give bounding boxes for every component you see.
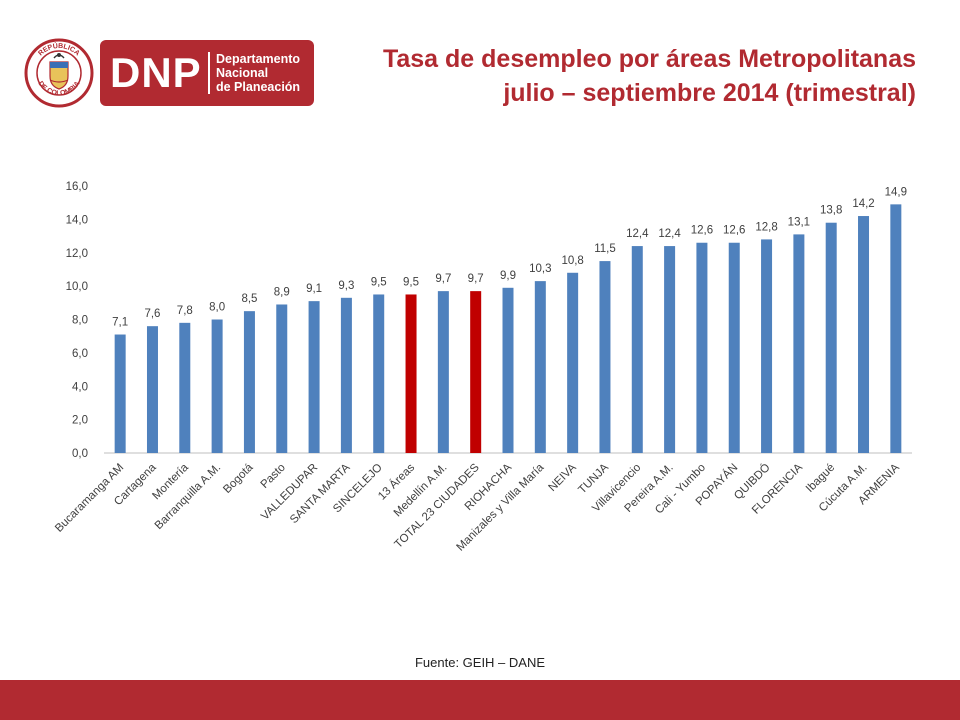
- y-tick-label: 8,0: [72, 315, 88, 327]
- bar-value-label: 10,8: [561, 255, 583, 267]
- page-title: Tasa de desempleo por áreas Metropolitan…: [383, 42, 916, 110]
- footer-bar: [0, 680, 960, 720]
- bar: [179, 322, 191, 453]
- bar: [534, 281, 546, 453]
- source-note: Fuente: GEIH – DANE: [414, 655, 546, 670]
- bar-value-label: 14,2: [852, 198, 874, 210]
- dnp-name-line-3: de Planeación: [216, 80, 301, 94]
- bar-value-label: 10,3: [529, 263, 551, 275]
- dnp-full-name: Departamento Nacional de Planeación: [216, 52, 312, 94]
- bar-value-label: 9,9: [500, 270, 516, 282]
- bar: [761, 239, 773, 453]
- bar-value-label: 11,5: [594, 243, 616, 255]
- bar-value-label: 7,8: [177, 305, 193, 317]
- bar-value-label: 9,1: [306, 283, 322, 295]
- x-tick-label: Bogotá: [221, 461, 256, 496]
- bar-value-label: 8,5: [241, 293, 257, 305]
- x-tick-label: NEIVA: [546, 461, 579, 494]
- bar-value-label: 8,0: [209, 302, 225, 314]
- bar-value-label: 14,9: [885, 186, 907, 198]
- bar-value-label: 13,8: [820, 205, 842, 217]
- x-tick-label: VALLEDUPAR: [259, 462, 320, 523]
- bar: [502, 287, 514, 453]
- bar-value-label: 12,6: [691, 225, 713, 237]
- bar: [599, 261, 611, 453]
- bar: [276, 304, 288, 453]
- dnp-abbr: DNP: [110, 49, 202, 96]
- bar-value-label: 9,7: [468, 273, 484, 285]
- y-tick-label: 14,0: [66, 214, 88, 226]
- dnp-separator: [208, 52, 210, 94]
- dnp-name-line-1: Departamento: [216, 52, 301, 66]
- bar: [470, 291, 482, 453]
- bar: [308, 301, 320, 453]
- bar: [825, 222, 837, 453]
- bar: [631, 246, 643, 453]
- dnp-name-line-2: Nacional: [216, 66, 269, 80]
- bar: [664, 246, 676, 453]
- y-tick-label: 16,0: [66, 181, 88, 193]
- bar-value-label: 9,3: [338, 280, 354, 292]
- bar: [340, 297, 352, 453]
- bar: [146, 326, 158, 453]
- unemployment-bar-chart: 0,02,04,06,08,010,012,014,016,07,1Bucara…: [53, 181, 912, 554]
- colombia-seal-icon: REPÚBLICA DE COLOMBIA: [24, 38, 94, 108]
- bar-value-label: 12,8: [755, 221, 777, 233]
- bar-value-label: 12,4: [626, 228, 649, 240]
- bar-value-label: 9,5: [403, 276, 419, 288]
- bar-value-label: 8,9: [274, 286, 290, 298]
- y-tick-label: 12,0: [66, 248, 88, 260]
- y-tick-label: 2,0: [72, 415, 88, 427]
- y-tick-label: 0,0: [72, 448, 88, 460]
- bar-value-label: 9,7: [435, 273, 451, 285]
- bar: [211, 319, 223, 453]
- bar-value-label: 13,1: [788, 216, 810, 228]
- y-tick-label: 6,0: [72, 348, 88, 360]
- bar-value-label: 9,5: [371, 276, 387, 288]
- bar: [858, 216, 870, 453]
- bar-value-label: 12,6: [723, 225, 745, 237]
- bar: [567, 272, 579, 453]
- title-line-1: Tasa de desempleo por áreas Metropolitan…: [382, 45, 916, 73]
- bar: [373, 294, 385, 453]
- bar: [728, 242, 740, 453]
- bar: [405, 294, 417, 453]
- x-tick-label: Pasto: [259, 462, 288, 491]
- y-tick-label: 4,0: [72, 381, 88, 393]
- dnp-wordmark: DNP Departamento Nacional de Planeación: [100, 40, 314, 106]
- title-line-2: julio – septiembre 2014 (trimestral): [503, 79, 916, 107]
- bar: [114, 334, 126, 453]
- bar: [890, 204, 902, 453]
- bar-value-label: 7,6: [144, 308, 160, 320]
- bar: [696, 242, 708, 453]
- y-tick-label: 10,0: [66, 281, 88, 293]
- bar-value-label: 7,1: [112, 317, 128, 329]
- bar: [437, 291, 449, 453]
- bar-value-label: 12,4: [658, 228, 681, 240]
- dnp-logo: REPÚBLICA DE COLOMBIA DNP Departamento N…: [24, 38, 314, 108]
- bar: [243, 311, 255, 453]
- bar: [793, 234, 805, 453]
